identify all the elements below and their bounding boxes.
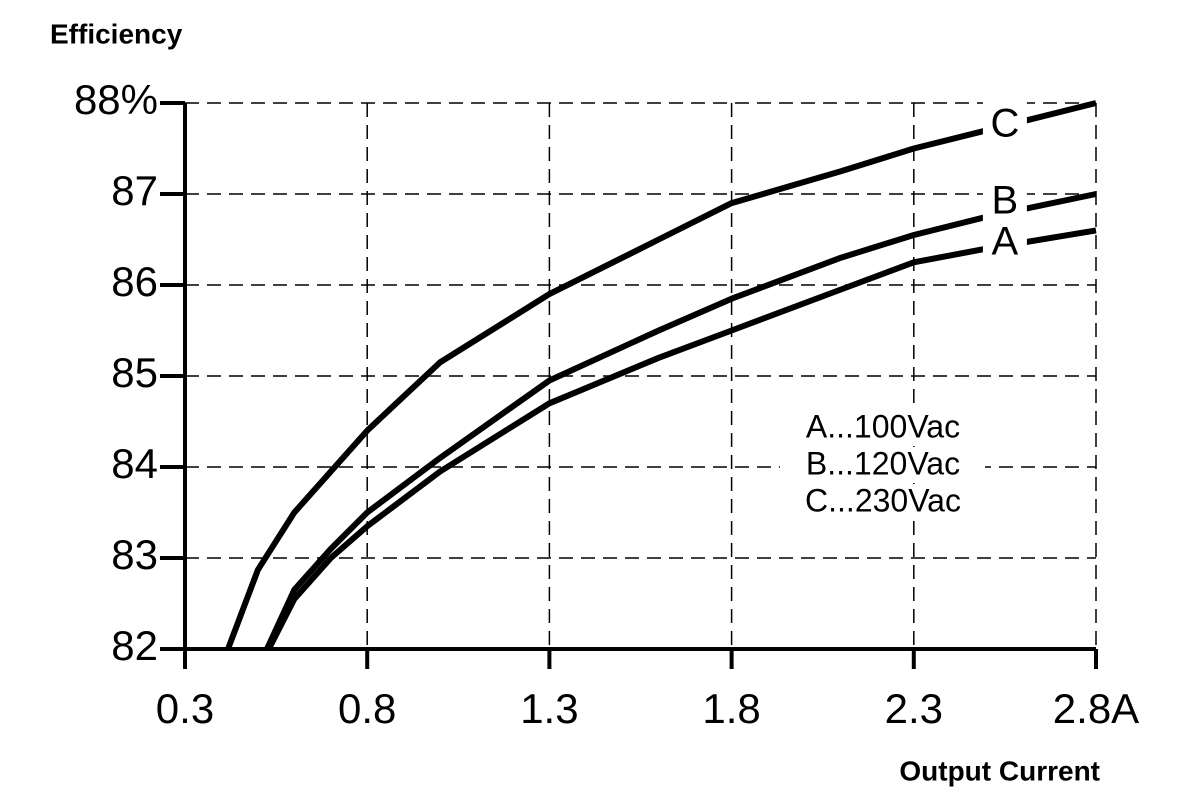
x-tick-label: 0.3 [156, 685, 214, 732]
series-line [225, 100, 1097, 651]
y-tick-label: 83 [111, 531, 158, 578]
y-axis-title: Efficiency [50, 18, 183, 49]
x-tick-label: 2.3 [885, 685, 943, 732]
x-axis-title: Output Current [899, 755, 1100, 786]
legend-bg [780, 410, 985, 446]
series-line [264, 191, 1097, 651]
series-label-bg [982, 179, 1027, 226]
y-tick-label: 86 [111, 258, 158, 305]
series-label: A [992, 220, 1019, 264]
y-tick-label: 87 [111, 167, 158, 214]
y-tick-label: 88% [74, 76, 158, 123]
x-tick-label: 0.8 [338, 685, 396, 732]
legend-text: C...230Vac [805, 482, 961, 518]
x-tick-label: 1.8 [702, 685, 760, 732]
series-label-bg [982, 101, 1027, 148]
y-tick-label: 85 [111, 349, 158, 396]
y-tick-label: 84 [111, 440, 158, 487]
legend-bg [780, 484, 985, 520]
series-label: C [990, 101, 1019, 145]
series-label: B [992, 179, 1019, 223]
series-label-bg [982, 220, 1027, 267]
x-tick-label: 1.3 [520, 685, 578, 732]
legend-text: B...120Vac [806, 445, 960, 481]
legend-bg [780, 447, 985, 483]
legend-text: A...100Vac [806, 408, 960, 444]
series-line [266, 227, 1097, 651]
x-tick-label: 2.8A [1053, 685, 1139, 732]
y-tick-label: 82 [111, 622, 158, 669]
